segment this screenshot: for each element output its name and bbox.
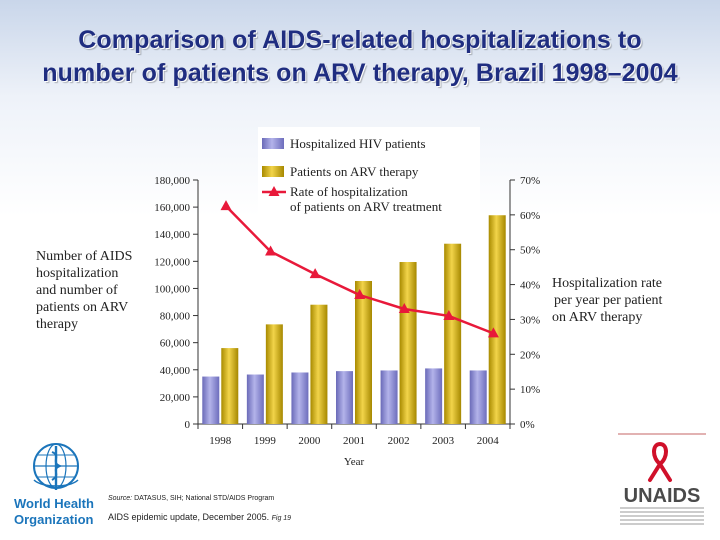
bar-hospitalized xyxy=(202,376,220,424)
right-tick-label: 20% xyxy=(520,349,540,361)
bar-hospitalized xyxy=(246,374,264,424)
bar-arv xyxy=(399,262,417,424)
source-label: Source: xyxy=(108,495,133,502)
left-tick-label: 100,000 xyxy=(154,283,190,295)
right-axis-label-line: on ARV therapy xyxy=(552,310,643,325)
page-title: Comparison of AIDS-related hospitalizati… xyxy=(0,24,720,90)
x-tick-label: 2000 xyxy=(298,435,321,447)
left-axis-label-line: therapy xyxy=(36,317,78,332)
bar-arv xyxy=(488,215,506,424)
left-tick-label: 60,000 xyxy=(160,338,191,350)
right-tick-label: 30% xyxy=(520,314,540,326)
left-tick-label: 120,000 xyxy=(154,256,190,268)
who-logo-line-2: Organization xyxy=(14,512,94,527)
legend-swatch-rate-marker xyxy=(268,186,280,196)
title-line-1: Comparison of AIDS-related hospitalizati… xyxy=(78,26,642,54)
right-tick-label: 70% xyxy=(520,175,540,187)
left-axis-label-line: and number of xyxy=(36,283,118,298)
unaids-wordmark: UNAIDS xyxy=(624,485,701,507)
figure-number: Fig 19 xyxy=(271,515,292,522)
who-logo-line-1: World Health xyxy=(14,496,94,511)
who-emblem-icon xyxy=(33,443,79,490)
left-tick-label: 0 xyxy=(185,419,191,431)
x-tick-label: 1998 xyxy=(209,435,232,447)
right-tick-label: 60% xyxy=(520,210,540,222)
x-axis-title: Year xyxy=(344,456,365,468)
left-tick-label: 180,000 xyxy=(154,175,190,187)
right-axis-label: Hospitalization rate per year per patien… xyxy=(552,275,702,326)
rate-marker xyxy=(309,268,321,279)
title-line-2: number of patients on ARV therapy, Brazi… xyxy=(42,59,678,87)
rate-marker xyxy=(220,200,232,211)
bar-hospitalized xyxy=(380,370,398,424)
rate-marker xyxy=(487,327,499,338)
legend-label-hospitalized: Hospitalized HIV patients xyxy=(290,136,426,151)
legend-swatch-arv xyxy=(262,166,284,177)
right-tick-label: 50% xyxy=(520,245,540,257)
legend-label-arv: Patients on ARV therapy xyxy=(290,164,419,179)
publication-text: AIDS epidemic update, December 2005. xyxy=(108,512,270,522)
bar-arv xyxy=(355,280,372,424)
x-tick-label: 1999 xyxy=(254,435,277,447)
left-tick-label: 140,000 xyxy=(154,229,190,241)
bar-arv xyxy=(221,348,239,424)
source-text: DATASUS, SIH; National STD/AIDS Program xyxy=(134,495,275,502)
who-logo: World Health Organization xyxy=(14,443,94,527)
source-note: Source: DATASUS, SIH; National STD/AIDS … xyxy=(108,495,274,502)
x-tick-label: 2002 xyxy=(388,435,410,447)
left-axis-label-line: Number of AIDS xyxy=(36,249,133,264)
x-tick-label: 2003 xyxy=(432,435,455,447)
right-axis-label-line: per year per patient xyxy=(554,293,663,308)
left-tick-label: 80,000 xyxy=(160,311,191,323)
left-axis-label: Number of AIDS hospitalization and numbe… xyxy=(36,248,144,333)
bar-arv xyxy=(310,304,328,424)
red-ribbon-icon xyxy=(648,441,672,482)
bar-hospitalized xyxy=(425,368,443,424)
bar-hospitalized xyxy=(469,370,487,424)
left-tick-label: 40,000 xyxy=(160,365,191,377)
right-axis-label-line: Hospitalization rate xyxy=(552,276,663,291)
right-tick-label: 10% xyxy=(520,384,540,396)
legend-swatch-hospitalized xyxy=(262,138,284,149)
rate-marker xyxy=(443,309,455,320)
bar-arv xyxy=(265,324,283,424)
right-tick-label: 40% xyxy=(520,280,540,292)
legend-label-rate: of patients on ARV treatment xyxy=(290,199,442,214)
bar-arv xyxy=(444,243,462,424)
right-tick-label: 0% xyxy=(520,419,535,431)
bar-hospitalized xyxy=(336,371,353,424)
unaids-logo: UNAIDS xyxy=(618,433,706,525)
left-axis-label-line: hospitalization xyxy=(36,266,119,281)
x-tick-label: 2001 xyxy=(343,435,365,447)
left-tick-label: 160,000 xyxy=(154,202,190,214)
bar-hospitalized xyxy=(291,372,309,424)
legend-background xyxy=(258,127,480,223)
publication-note: AIDS epidemic update, December 2005. Fig… xyxy=(108,512,291,522)
x-tick-label: 2004 xyxy=(477,435,500,447)
rate-marker xyxy=(354,289,366,300)
left-axis-label-line: patients on ARV xyxy=(36,300,129,315)
left-tick-label: 20,000 xyxy=(160,392,191,404)
legend-label-rate: Rate of hospitalization xyxy=(290,184,408,199)
rate-marker xyxy=(265,245,277,256)
rate-marker xyxy=(398,302,410,313)
